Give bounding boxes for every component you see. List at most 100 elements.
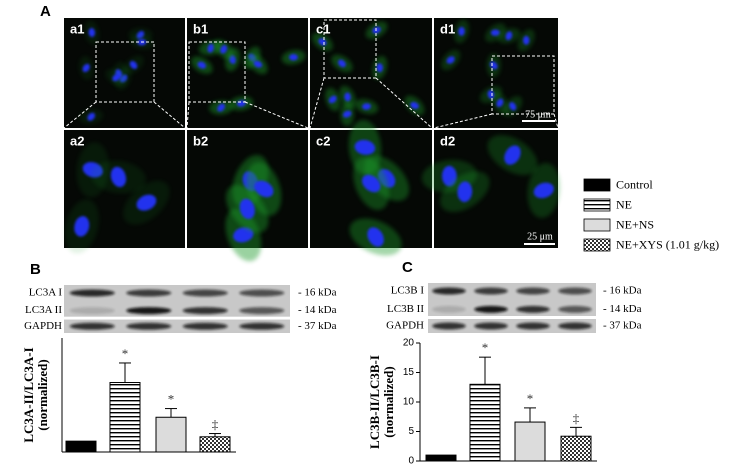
blot-band xyxy=(69,289,115,297)
nucleus xyxy=(220,44,228,54)
nucleus xyxy=(239,198,255,220)
legend-swatch xyxy=(583,238,611,252)
nucleus xyxy=(490,29,500,36)
nucleus xyxy=(254,180,274,198)
bar xyxy=(425,454,457,462)
error-bar xyxy=(524,407,536,423)
blot-band xyxy=(558,322,592,330)
nucleus xyxy=(217,103,225,112)
panel-letter: A xyxy=(40,3,51,20)
significance: * xyxy=(168,392,175,407)
y-tick-label: 15 xyxy=(403,367,415,378)
nucleus xyxy=(487,90,495,99)
legend-label: Control xyxy=(616,177,653,191)
nucleus xyxy=(344,92,351,102)
nucleus xyxy=(129,60,138,70)
blot-band xyxy=(516,322,550,330)
blot-size: - 16 kDa xyxy=(298,287,337,299)
y-axis-label: (normalized) xyxy=(381,366,396,437)
scale-label: 25 μm xyxy=(527,231,553,242)
bar xyxy=(469,383,501,462)
legend-swatch xyxy=(583,218,611,232)
zoom-line xyxy=(375,77,433,129)
blot-size: - 14 kDa xyxy=(603,303,642,315)
blot-label: GAPDH xyxy=(386,320,424,332)
error-bar xyxy=(570,426,582,437)
micrograph-label: d1 xyxy=(440,21,455,36)
nucleus xyxy=(367,227,384,247)
significance: * xyxy=(482,340,489,355)
significance: * xyxy=(122,346,129,361)
blot-label: GAPDH xyxy=(24,320,62,332)
blot-band xyxy=(474,322,508,330)
blot-band xyxy=(516,305,550,313)
significance: ‡ xyxy=(212,417,219,432)
nucleus xyxy=(361,174,381,193)
panel-letter: B xyxy=(30,261,41,278)
micrograph-label: a1 xyxy=(70,21,84,36)
nucleus xyxy=(288,54,298,61)
zoom-line xyxy=(553,113,559,129)
blot-band xyxy=(474,287,508,295)
bar xyxy=(109,382,141,453)
bar xyxy=(155,416,187,453)
micrograph-label: d2 xyxy=(440,133,455,148)
nucleus xyxy=(110,166,127,188)
blot xyxy=(428,319,596,333)
nucleus xyxy=(509,102,517,111)
blot-size: - 16 kDa xyxy=(603,285,642,297)
blot-band xyxy=(126,307,172,315)
nucleus xyxy=(410,101,419,109)
blot-band xyxy=(474,305,508,313)
blot-band xyxy=(432,287,466,295)
nucleus xyxy=(362,103,372,110)
blot-band xyxy=(239,322,285,330)
nucleus xyxy=(533,182,554,199)
legend-swatch xyxy=(583,178,611,192)
nucleus xyxy=(82,63,90,73)
blot-size: - 37 kDa xyxy=(603,320,642,332)
nucleus xyxy=(342,110,352,118)
scale-label: 75 μm xyxy=(525,109,551,120)
error-bar xyxy=(165,408,177,418)
micrograph-label: b1 xyxy=(193,21,208,36)
blot-band xyxy=(182,307,228,315)
error-bar xyxy=(209,433,221,437)
blot-size: - 14 kDa xyxy=(298,304,337,316)
nucleus xyxy=(136,194,157,211)
legend: Control NE NE+NS NE+XYS (1.01 g/kg) xyxy=(583,177,719,252)
y-axis-label: (normalized) xyxy=(35,359,50,430)
blot-size: - 37 kDa xyxy=(298,320,337,332)
nucleus xyxy=(207,43,215,53)
blot-label: LC3A II xyxy=(25,304,62,316)
y-tick-label: 20 xyxy=(403,338,415,349)
nucleus xyxy=(87,112,96,121)
zoom-box xyxy=(491,55,555,115)
nucleus xyxy=(88,28,96,37)
blot-band xyxy=(239,289,285,297)
blot-band xyxy=(558,287,592,295)
blot-band xyxy=(516,287,550,295)
bar xyxy=(560,435,592,462)
legend-label: NE+NS xyxy=(616,217,654,231)
nucleus xyxy=(197,61,207,69)
nucleus xyxy=(337,59,346,68)
blot-band xyxy=(69,322,115,330)
bar xyxy=(514,421,546,462)
blot-label: LC3B II xyxy=(387,303,424,315)
micrograph-label: c1 xyxy=(316,21,330,36)
nucleus xyxy=(328,95,337,104)
zoom-line xyxy=(153,101,186,129)
zoom-line xyxy=(186,101,190,129)
zoom-line xyxy=(309,77,325,129)
blot-band xyxy=(182,289,228,297)
error-bar xyxy=(479,356,491,385)
y-tick-label: 0 xyxy=(408,456,414,467)
micrograph-label: c2 xyxy=(316,133,330,148)
blot-band xyxy=(239,307,285,315)
blot-band xyxy=(126,322,172,330)
nucleus xyxy=(74,216,90,237)
blot-band xyxy=(432,322,466,330)
nucleus xyxy=(496,98,504,108)
